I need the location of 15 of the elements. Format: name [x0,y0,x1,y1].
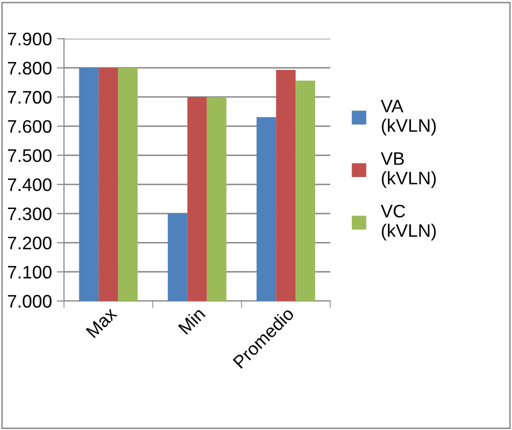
y-tick-label: 7.900 [8,32,52,46]
y-tick-label: 7.500 [8,149,52,162]
y-tick-label: 7.000 [8,294,52,308]
legend-label: VC (kVLN) [380,204,436,241]
y-tick-label: 7.800 [8,62,52,75]
y-tick-label: 7.300 [8,208,52,220]
y-tick-label: 7.200 [8,236,52,250]
y-tick-label: 7.700 [8,90,52,104]
y-tick-label: 7.400 [8,178,52,192]
legend-label: VA (kVLN) [380,100,436,136]
y-tick-label: 7.600 [8,120,52,133]
y-tick-label: 7.100 [8,266,52,279]
legend-label: VB (kVLN) [380,152,436,188]
x-tick-label: Min [178,306,206,335]
x-tick-label: Max [86,306,118,338]
